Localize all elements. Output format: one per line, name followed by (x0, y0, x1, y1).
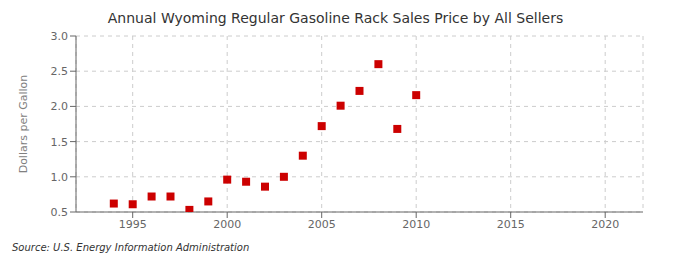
svg-text:1.5: 1.5 (51, 136, 69, 149)
svg-text:2010: 2010 (402, 218, 430, 231)
svg-text:0.5: 0.5 (51, 206, 69, 219)
svg-text:2020: 2020 (591, 218, 619, 231)
svg-text:2000: 2000 (213, 218, 241, 231)
svg-text:1.0: 1.0 (51, 171, 69, 184)
svg-text:3.0: 3.0 (51, 30, 69, 43)
svg-text:1995: 1995 (119, 218, 147, 231)
svg-text:2.0: 2.0 (51, 100, 69, 113)
svg-text:2015: 2015 (497, 218, 525, 231)
html-text:Source: U.S. Energy Informatio: Source: U.S. Energy Information Administ… (12, 242, 250, 253)
html-text:Annual Wyoming Regular Gasolin: Annual Wyoming Regular Gasoline Rack Sal… (107, 10, 564, 26)
svg-text:2005: 2005 (308, 218, 336, 231)
svg-text:Dollars per Gallon: Dollars per Gallon (17, 75, 30, 174)
svg-text:2.5: 2.5 (51, 65, 69, 78)
